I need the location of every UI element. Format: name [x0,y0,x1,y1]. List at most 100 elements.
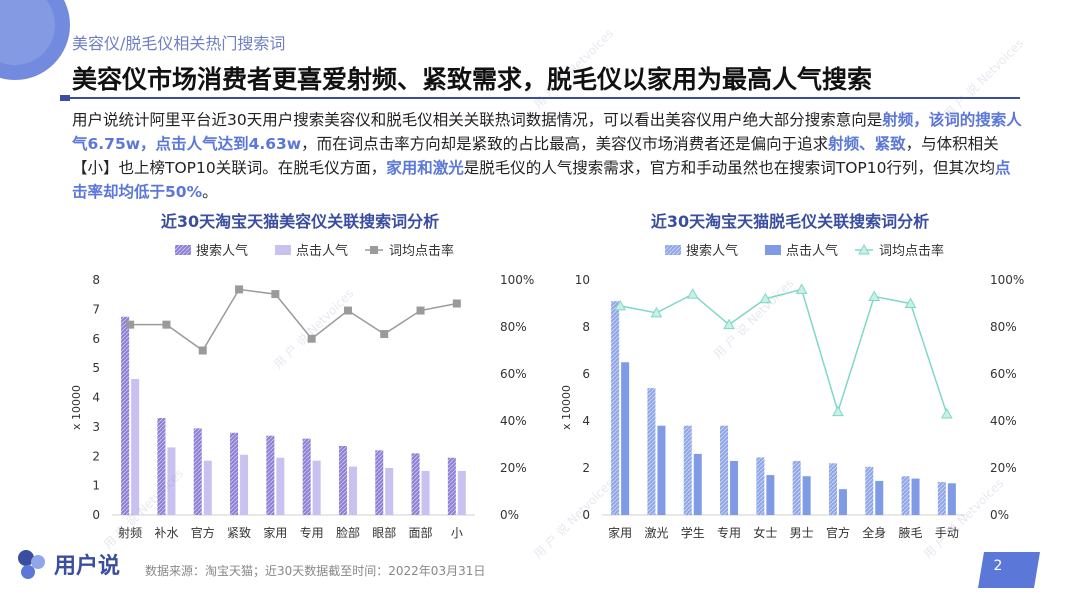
rate-point [416,306,425,315]
legend-marker [858,243,870,255]
y2-tick-label: 20% [990,461,1017,475]
rate-point [380,330,389,339]
rate-point [343,306,352,315]
intro-text-5: 。 [202,183,218,201]
bar-search [193,428,202,515]
page-number: 2 [993,558,1003,574]
beauty-chart-title: 近30天淘宝天猫美容仪关联搜索词分析 [160,212,440,231]
rate-point [723,318,735,330]
intro-highlight-4: 点击率却均低于50% [72,159,1011,201]
rate-point [271,290,280,299]
y2-tick-label: 100% [500,273,534,287]
legend-swatch-click [275,245,291,255]
y2-tick-label: 80% [990,320,1017,334]
y-tick-label: 3 [92,420,100,434]
legend-label: 点击人气 [296,243,348,259]
bar-click [240,454,249,515]
rate-line [130,288,457,352]
y2-tick-label: 60% [990,367,1017,381]
x-tick-label: 女士 [753,525,777,540]
rate-point [686,288,699,299]
rate-point [235,285,244,294]
bar-click [312,460,321,515]
x-tick-label: 专用 [300,525,324,540]
x-tick-label: 家用 [263,525,287,540]
legend-label: 词均点击率 [879,243,944,259]
bar-click [730,460,739,515]
intro-highlight-3: 家用和激光 [386,159,464,177]
legend-label: 搜索人气 [196,243,248,259]
bar-search [865,466,874,515]
y-tick-label: 6 [582,367,590,381]
y2-tick-label: 40% [500,414,527,428]
x-tick-label: 面部 [409,525,433,540]
rate-line [620,288,948,415]
bar-search [411,453,420,515]
y-tick-label: 0 [582,508,590,522]
legend-label: 点击人气 [786,243,838,259]
rate-point [904,297,917,308]
intro-highlight-2: 射频、紧致 [828,135,906,153]
bar-search [266,435,275,515]
legend-swatch-click [765,245,781,255]
data-source-note: 数据来源：淘宝天猫；近30天数据截至时间：2022年03月31日 [145,564,486,578]
bar-click [167,447,176,515]
rate-point [614,299,626,311]
rate-point [759,292,772,304]
legend: 搜索人气 点击人气 词均点击率 [175,243,454,259]
y-tick-label: 5 [92,361,100,375]
bar-search [792,460,801,515]
x-tick-label: 射频 [118,525,142,540]
bar-search [302,438,311,515]
x-tick-label: 腋毛 [899,525,923,540]
bar-search [338,445,347,515]
y2-tick-label: 100% [990,273,1024,287]
x-tick-label: 家用 [608,525,632,540]
y-axis-label: x 10000 [70,385,83,430]
y-tick-label: 8 [582,320,590,334]
bar-click [385,468,394,515]
x-tick-label: 紧致 [227,526,251,540]
x-tick-label: 眼部 [372,525,396,540]
y2-tick-label: 20% [500,461,527,475]
y-tick-label: 2 [582,461,590,475]
x-tick-label: 激光 [644,526,668,540]
intro-text-2: ，而在词点击率方向却是紧致的占比最高，美容仪市场消费者还是偏向于追求 [301,135,829,153]
y-tick-label: 1 [92,479,100,493]
bar-click [131,378,140,515]
bar-search [375,450,384,515]
bar-search [230,432,239,515]
rate-point [307,334,316,343]
bar-click [693,453,702,515]
x-tick-label: 小 [451,526,463,540]
hair-removal-chart: 0 2 4 6 8 10 x 10000 0% 20% 40% 60% 80% 100% 家用 激光 学生 专用… [560,243,1024,540]
intro-text-4: 是脱毛仪的人气搜索需求，官方和手动虽然也在搜索词TOP10行列，但其次均 [463,159,996,177]
intro-text-3: ，与体积相关【小】也上榜TOP10关联词。在脱毛仪方面， [72,135,999,177]
x-tick-label: 专用 [717,525,741,540]
hair-chart-title: 近30天淘宝天猫脱毛仪关联搜索词分析 [650,212,930,231]
title-divider [60,97,1020,99]
y2-tick-label: 60% [500,367,527,381]
bar-click [657,425,666,515]
rate-point [832,405,844,417]
x-tick-label: 全身 [862,525,886,540]
rate-point [795,283,808,294]
x-tick-label: 官方 [826,525,850,540]
bar-search [937,482,946,515]
bar-click [276,457,285,515]
bar-click [802,476,811,515]
y-tick-label: 6 [92,332,100,346]
y2-tick-label: 0% [990,508,1009,522]
page-title: 美容仪市场消费者更喜爱射频、紧致需求，脱毛仪以家用为最高人气搜索 [72,65,873,94]
bar-click [348,466,357,515]
bar-search [683,425,692,515]
bar-search [756,457,765,515]
bar-click [203,460,212,515]
x-tick-label: 手动 [935,526,959,540]
rate-point [941,407,953,419]
y-tick-label: 4 [92,391,100,405]
title-divider-accent [60,95,70,101]
brand-name: 用户说 [54,554,121,579]
legend: 搜索人气 点击人气 词均点击率 [665,243,944,259]
x-tick-label: 脸部 [336,525,360,540]
